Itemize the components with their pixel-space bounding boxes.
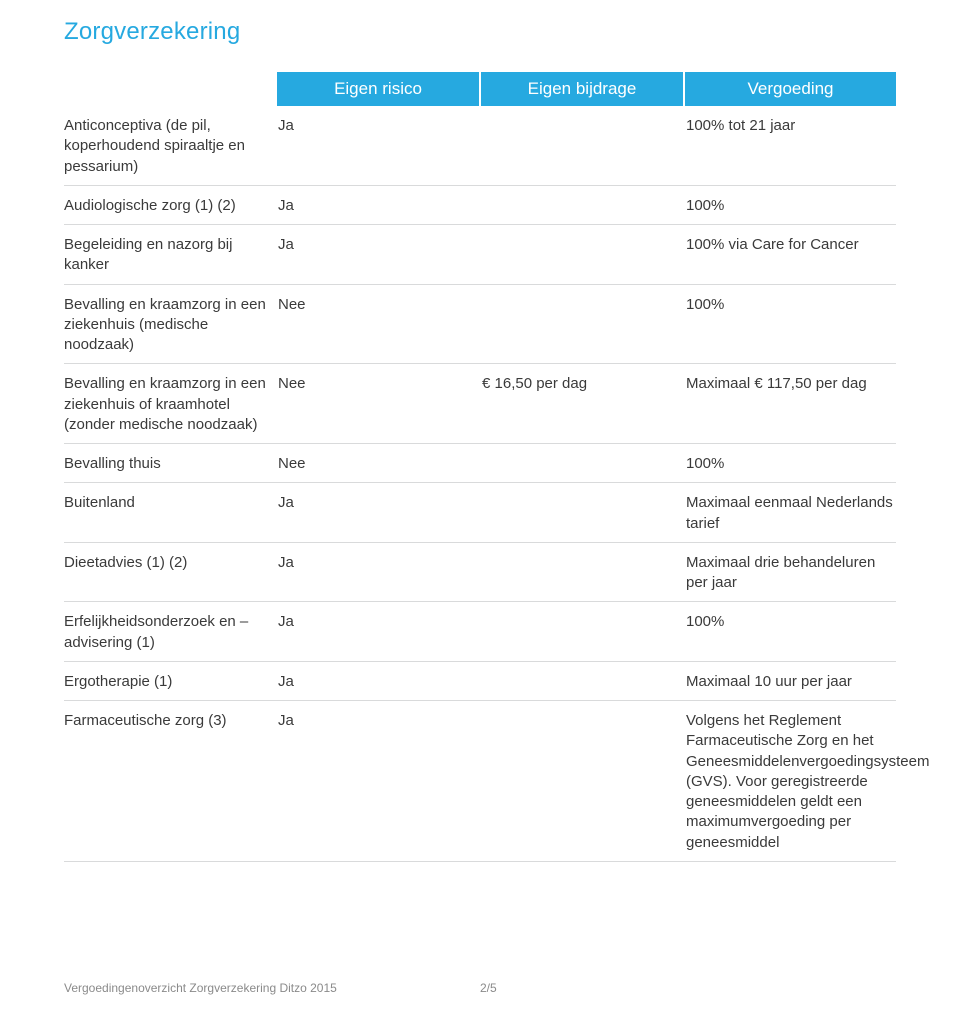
cell-vergoeding: Maximaal 10 uur per jaar <box>684 661 896 700</box>
table-row: Audiologische zorg (1) (2) Ja 100% <box>64 185 896 224</box>
cell-eigen-risico: Ja <box>276 542 480 602</box>
cell-eigen-risico: Ja <box>276 602 480 662</box>
cell-item: Bevalling thuis <box>64 444 276 483</box>
cell-eigen-risico: Nee <box>276 284 480 364</box>
cell-eigen-bijdrage: € 16,50 per dag <box>480 364 684 444</box>
table-row: Bevalling thuis Nee 100% <box>64 444 896 483</box>
table-row: Erfelijkheidsonderzoek en –advisering (1… <box>64 602 896 662</box>
cell-item: Buitenland <box>64 483 276 543</box>
cell-vergoeding: 100% <box>684 602 896 662</box>
cell-item: Bevalling en kraamzorg in een ziekenhuis… <box>64 284 276 364</box>
table-row: Dieetadvies (1) (2) Ja Maximaal drie beh… <box>64 542 896 602</box>
table-header: Eigen risico Eigen bijdrage Vergoeding <box>64 72 896 106</box>
footer-title: Vergoedingenoverzicht Zorgverzekering Di… <box>64 981 480 995</box>
cell-item: Dieetadvies (1) (2) <box>64 542 276 602</box>
table-row: Bevalling en kraamzorg in een ziekenhuis… <box>64 284 896 364</box>
cell-item: Audiologische zorg (1) (2) <box>64 185 276 224</box>
cell-item: Farmaceutische zorg (3) <box>64 701 276 862</box>
cell-item: Erfelijkheidsonderzoek en –advisering (1… <box>64 602 276 662</box>
cell-eigen-risico: Ja <box>276 225 480 285</box>
cell-vergoeding: 100% <box>684 444 896 483</box>
table-row: Buitenland Ja Maximaal eenmaal Nederland… <box>64 483 896 543</box>
cell-eigen-bijdrage <box>480 225 684 285</box>
cell-eigen-risico: Nee <box>276 364 480 444</box>
cell-eigen-bijdrage <box>480 106 684 185</box>
cell-eigen-bijdrage <box>480 602 684 662</box>
table-row: Ergotherapie (1) Ja Maximaal 10 uur per … <box>64 661 896 700</box>
cell-vergoeding: Maximaal drie behandeluren per jaar <box>684 542 896 602</box>
cell-vergoeding: Volgens het Reglement Farmaceutische Zor… <box>684 701 896 862</box>
cell-eigen-risico: Ja <box>276 661 480 700</box>
table-row: Farmaceutische zorg (3) Ja Volgens het R… <box>64 701 896 862</box>
cell-eigen-bijdrage <box>480 542 684 602</box>
footer: Vergoedingenoverzicht Zorgverzekering Di… <box>64 981 896 995</box>
cell-eigen-risico: Nee <box>276 444 480 483</box>
cell-item: Anticonceptiva (de pil, koperhoudend spi… <box>64 106 276 185</box>
cell-eigen-bijdrage <box>480 284 684 364</box>
col-header-blank <box>64 72 276 106</box>
cell-item: Begeleiding en nazorg bij kanker <box>64 225 276 285</box>
footer-page-number: 2/5 <box>480 981 497 995</box>
table-row: Bevalling en kraamzorg in een ziekenhuis… <box>64 364 896 444</box>
cell-eigen-risico: Ja <box>276 701 480 862</box>
cell-vergoeding: 100% <box>684 284 896 364</box>
table-body: Anticonceptiva (de pil, koperhoudend spi… <box>64 106 896 861</box>
cell-eigen-bijdrage <box>480 483 684 543</box>
cell-vergoeding: Maximaal eenmaal Nederlands tarief <box>684 483 896 543</box>
coverage-table: Eigen risico Eigen bijdrage Vergoeding A… <box>64 72 896 862</box>
table-row: Anticonceptiva (de pil, koperhoudend spi… <box>64 106 896 185</box>
cell-item: Ergotherapie (1) <box>64 661 276 700</box>
cell-eigen-bijdrage <box>480 661 684 700</box>
cell-vergoeding: Maximaal € 117,50 per dag <box>684 364 896 444</box>
cell-item: Bevalling en kraamzorg in een ziekenhuis… <box>64 364 276 444</box>
cell-eigen-risico: Ja <box>276 106 480 185</box>
col-header-eigen-bijdrage: Eigen bijdrage <box>480 72 684 106</box>
cell-vergoeding: 100% via Care for Cancer <box>684 225 896 285</box>
cell-eigen-risico: Ja <box>276 185 480 224</box>
page: Zorgverzekering Eigen risico Eigen bijdr… <box>0 0 960 1025</box>
page-title: Zorgverzekering <box>64 18 896 46</box>
table-row: Begeleiding en nazorg bij kanker Ja 100%… <box>64 225 896 285</box>
col-header-eigen-risico: Eigen risico <box>276 72 480 106</box>
cell-eigen-risico: Ja <box>276 483 480 543</box>
col-header-vergoeding: Vergoeding <box>684 72 896 106</box>
cell-eigen-bijdrage <box>480 444 684 483</box>
cell-eigen-bijdrage <box>480 701 684 862</box>
cell-eigen-bijdrage <box>480 185 684 224</box>
cell-vergoeding: 100% <box>684 185 896 224</box>
cell-vergoeding: 100% tot 21 jaar <box>684 106 896 185</box>
